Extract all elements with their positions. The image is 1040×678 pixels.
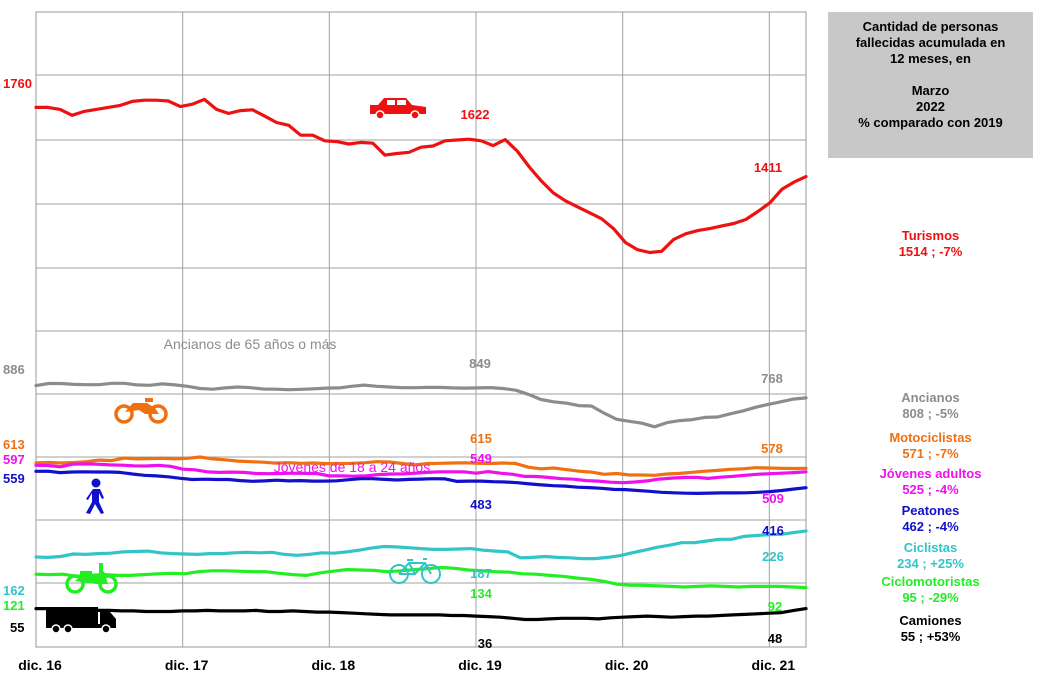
plot-frame — [35, 11, 807, 648]
legend-item-camiones: Camiones 55 ; +53% — [828, 613, 1033, 645]
legend-item-turismos: Turismos 1514 ; -7% — [828, 228, 1033, 260]
series-label-turismos-mid: 1622 — [461, 107, 490, 122]
x-tick-label: dic. 21 — [752, 657, 796, 673]
series-label-motociclistas-start: 613 — [3, 437, 25, 452]
moped-icon — [65, 563, 118, 594]
legend-value: 525 ; -4% — [902, 482, 959, 497]
series-label-turismos-end: 1411 — [754, 160, 782, 175]
chart-grid — [35, 11, 807, 648]
x-tick-label: dic. 18 — [312, 657, 356, 673]
series-label-ancianos-mid: 849 — [469, 356, 491, 371]
legend-name: Ciclistas — [903, 540, 958, 555]
legend-name: Ancianos — [901, 390, 960, 405]
series-line-ciclomotoristas — [34, 565, 808, 590]
series-label-peatones-start: 559 — [3, 471, 25, 486]
x-tick-label: dic. 16 — [18, 657, 62, 673]
series-label-ancianos-end: 768 — [761, 371, 783, 386]
chart-icons — [46, 98, 441, 634]
chart-labels: dic. 16 dic. 17 dic. 18 dic. 19 dic. 20 dic. … — [3, 76, 795, 673]
series-label-motociclistas-mid: 615 — [470, 431, 492, 446]
legend-item-ancianos: Ancianos 808 ; -5% — [828, 390, 1033, 422]
info-box: Cantidad de personas fallecidas acumulad… — [828, 12, 1033, 158]
car-icon — [370, 98, 426, 120]
pedestrian-icon — [86, 478, 104, 514]
legend-name: Peatones — [901, 503, 960, 518]
legend-name: Camiones — [899, 613, 962, 628]
series-label-ancianos-start: 886 — [3, 362, 25, 377]
legend-item-jovenes: Jóvenes adultos 525 ; -4% — [828, 466, 1033, 498]
x-tick-label: dic. 19 — [458, 657, 502, 673]
series-label-ciclomotoristas-end: 92 — [768, 599, 782, 614]
legend-value: 95 ; -29% — [902, 590, 959, 605]
series-label-camiones-mid: 36 — [478, 636, 492, 651]
bicycle-icon — [389, 558, 441, 584]
legend-item-ciclistas: Ciclistas 234 ; +25% — [828, 540, 1033, 572]
series-title-ancianos: Ancianos de 65 años o más — [164, 336, 337, 352]
info-box-title: Cantidad de personas fallecidas acumulad… — [855, 19, 1006, 66]
series-label-ciclistas-end: 226 — [762, 549, 784, 564]
series-label-ciclistas-start: 162 — [3, 583, 25, 598]
legend-name: Motociclistas — [889, 430, 972, 445]
series-line-camiones — [34, 606, 808, 622]
legend-value: 55 ; +53% — [900, 629, 961, 644]
series-label-ciclomotoristas-mid: 134 — [470, 586, 492, 601]
series-label-jovenes-start: 597 — [3, 452, 25, 467]
series-line-motociclistas — [34, 455, 808, 477]
series-label-peatones-end: 416 — [762, 523, 784, 538]
series-label-jovenes-mid: 549 — [470, 451, 492, 466]
series-label-peatones-mid: 483 — [470, 497, 492, 512]
legend-item-motociclistas: Motociclistas 571 ; -7% — [828, 430, 1033, 462]
legend-name: Turismos — [901, 228, 960, 243]
legend-name: Jóvenes adultos — [879, 466, 982, 481]
legend-item-peatones: Peatones 462 ; -4% — [828, 503, 1033, 535]
series-line-ancianos — [34, 381, 808, 429]
series-line-ciclistas — [34, 529, 808, 561]
chart-lines — [34, 97, 808, 622]
series-label-ciclomotoristas-start: 121 — [3, 598, 25, 613]
x-tick-label: dic. 17 — [165, 657, 209, 673]
legend-value: 234 ; +25% — [897, 556, 964, 571]
legend-value: 571 ; -7% — [902, 446, 959, 461]
series-line-jovenes — [34, 462, 808, 485]
legend-item-ciclomotoristas: Ciclomotoristas 95 ; -29% — [828, 574, 1033, 606]
series-title-jovenes: Jóvenes de 18 a 24 años — [274, 459, 430, 475]
series-label-ciclistas-mid: 187 — [470, 566, 492, 581]
x-tick-label: dic. 20 — [605, 657, 649, 673]
legend-value: 462 ; -4% — [902, 519, 959, 534]
legend-name: Ciclomotoristas — [881, 574, 980, 589]
truck-icon — [46, 607, 116, 634]
series-label-jovenes-end: 509 — [762, 491, 784, 506]
motorcycle-icon — [114, 398, 168, 424]
series-label-motociclistas-end: 578 — [761, 441, 783, 456]
info-box-period: Marzo 2022 % comparado con 2019 — [858, 83, 1003, 130]
series-label-camiones-end: 48 — [768, 631, 782, 646]
series-label-camiones-start: 55 — [10, 620, 24, 635]
legend-value: 808 ; -5% — [902, 406, 959, 421]
series-line-peatones — [34, 469, 808, 495]
series-line-turismos — [34, 97, 808, 255]
legend-value: 1514 ; -7% — [898, 244, 963, 259]
series-label-turismos-start: 1760 — [3, 76, 32, 91]
